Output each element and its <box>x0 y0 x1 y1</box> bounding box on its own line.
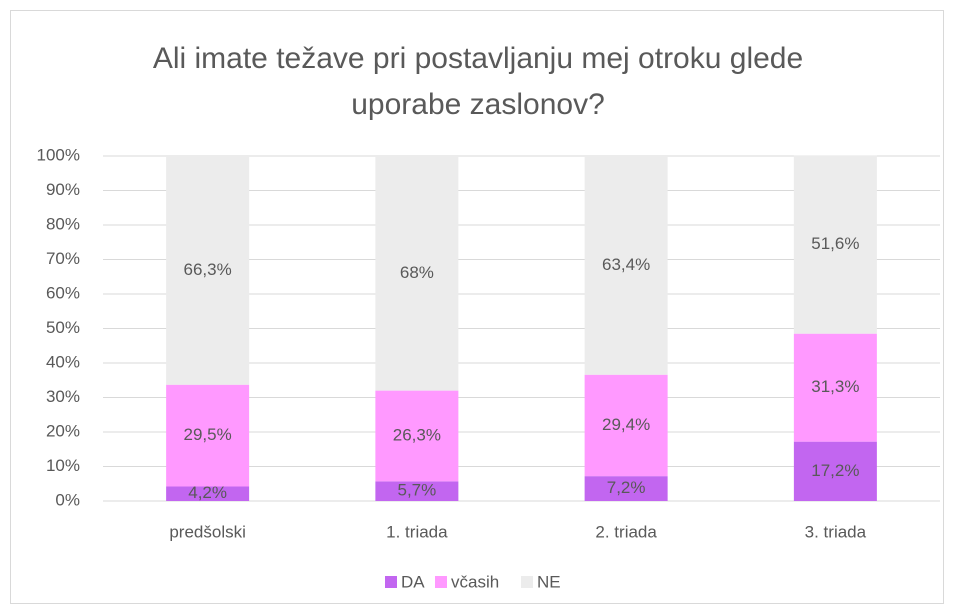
bar-segment <box>166 486 250 501</box>
value-label: 63,4% <box>602 255 650 274</box>
y-tick-label: 60% <box>46 283 80 302</box>
chart-frame <box>10 10 944 604</box>
value-label: 26,3% <box>393 425 441 444</box>
y-tick-label: 40% <box>46 352 80 371</box>
y-tick-label: 80% <box>46 214 80 233</box>
y-tick-label: 10% <box>46 456 80 475</box>
value-label: 66,3% <box>184 260 232 279</box>
bar-segment <box>584 476 668 501</box>
value-label: 5,7% <box>398 481 437 500</box>
y-tick-label: 0% <box>55 490 80 509</box>
bar-segment <box>584 156 668 375</box>
legend-label: NE <box>537 572 561 591</box>
bar-segment <box>166 384 250 487</box>
bar-segment <box>375 481 459 501</box>
value-label: 29,4% <box>602 415 650 434</box>
y-tick-label: 100% <box>37 145 80 164</box>
legend-swatch <box>521 576 533 588</box>
legend-label: včasih <box>451 572 499 591</box>
bar-segment <box>584 374 668 477</box>
value-label: 4,2% <box>188 483 227 502</box>
x-tick-label: predšolski <box>169 522 246 541</box>
bar-segment <box>793 333 877 442</box>
value-label: 31,3% <box>811 377 859 396</box>
x-tick-label: 1. triada <box>386 522 448 541</box>
bar-segment <box>375 390 459 482</box>
x-tick-label: 3. triada <box>805 522 867 541</box>
y-tick-label: 50% <box>46 318 80 337</box>
chart-title: Ali imate težave pri postavljanju mej ot… <box>152 42 804 121</box>
value-label: 29,5% <box>184 425 232 444</box>
bar-segment <box>375 156 459 391</box>
y-tick-label: 70% <box>46 249 80 268</box>
value-label: 7,2% <box>607 478 646 497</box>
bar-segment <box>166 156 250 385</box>
x-tick-label: 2. triada <box>595 522 657 541</box>
y-tick-label: 30% <box>46 387 80 406</box>
value-label: 68% <box>400 263 434 282</box>
legend-label: DA <box>401 572 425 591</box>
y-tick-label: 90% <box>46 180 80 199</box>
value-label: 51,6% <box>811 234 859 253</box>
y-tick-label: 20% <box>46 421 80 440</box>
legend-swatch <box>385 576 397 588</box>
legend-swatch <box>435 576 447 588</box>
bar-segment <box>793 155 877 334</box>
bar-segment <box>793 441 877 501</box>
value-label: 17,2% <box>811 461 859 480</box>
